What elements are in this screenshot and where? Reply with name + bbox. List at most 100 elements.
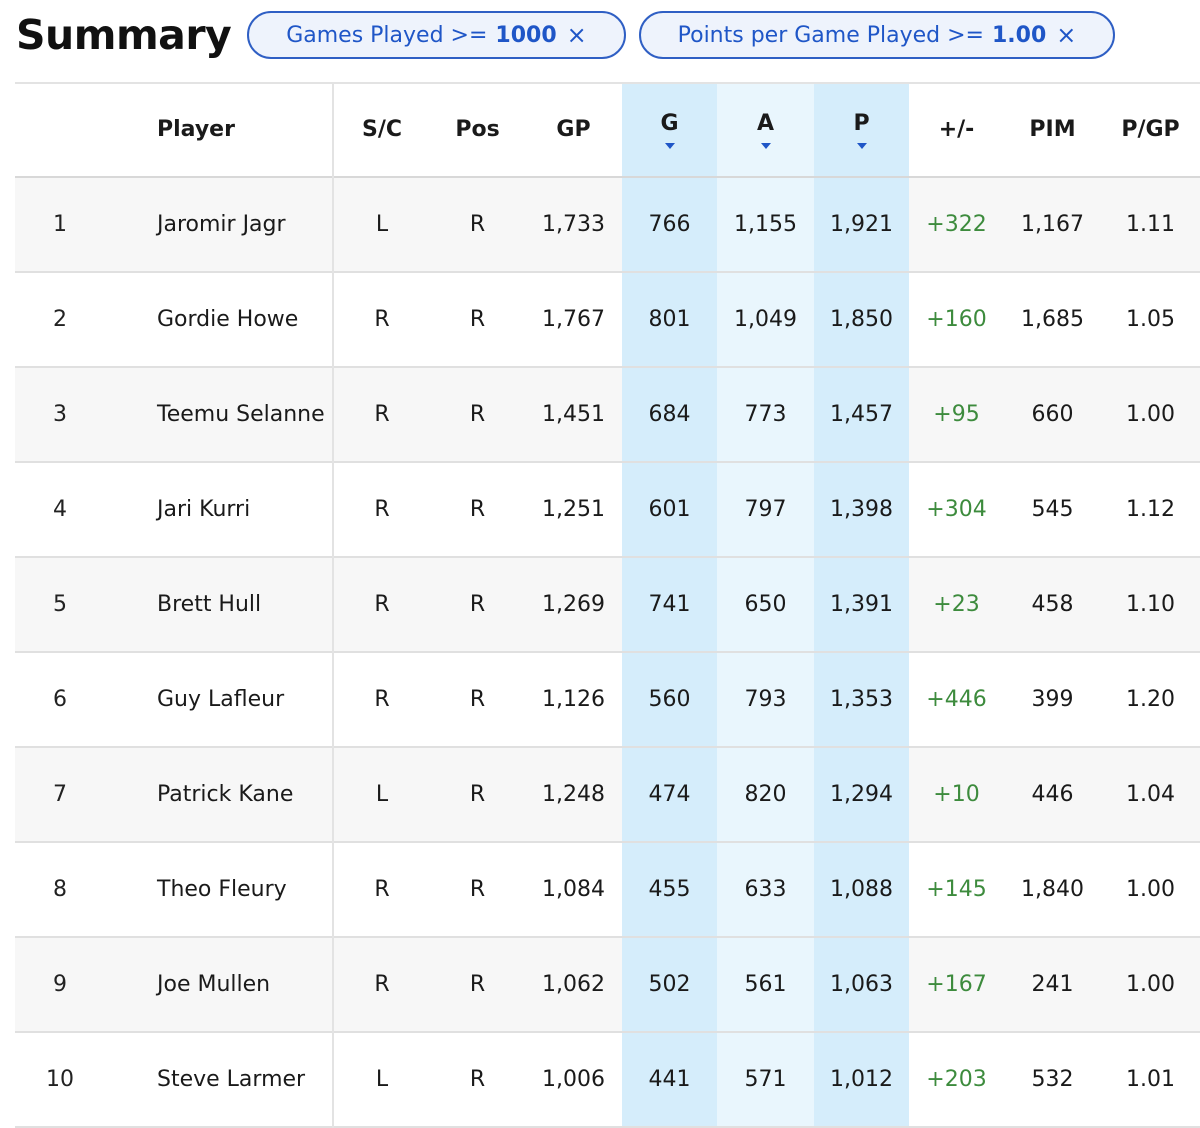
cell-player-name[interactable]: Gordie Howe — [105, 272, 334, 367]
cell-rank: 1 — [15, 177, 105, 272]
filter-chip-points-per-game[interactable]: Points per Game Played >= 1.00 × — [639, 11, 1115, 59]
cell-penalty-minutes: 458 — [1004, 557, 1101, 652]
cell-points-per-game: 1.00 — [1101, 367, 1200, 462]
table-row[interactable]: 1 Jaromir Jagr L R 1,733 766 1,155 1,921 +322 1,1… — [15, 177, 1200, 272]
column-header-player[interactable]: Player — [105, 83, 334, 177]
close-icon[interactable]: × — [1056, 21, 1077, 49]
cell-points: 1,353 — [814, 652, 909, 747]
cell-points: 1,088 — [814, 842, 909, 937]
cell-position: R — [430, 652, 525, 747]
column-header-points[interactable]: P — [814, 83, 909, 177]
cell-points-per-game: 1.11 — [1101, 177, 1200, 272]
filter-chip-games-played[interactable]: Games Played >= 1000 × — [247, 11, 626, 59]
stats-table-container: Player S/C Pos GP G A P +/- PIM P/GP 1 Ja… — [15, 82, 1200, 1128]
column-header-points-per-game[interactable]: P/GP — [1101, 83, 1200, 177]
cell-rank: 7 — [15, 747, 105, 842]
cell-plus-minus: +322 — [909, 177, 1004, 272]
cell-shoots-catches: R — [333, 557, 430, 652]
table-row[interactable]: 9 Joe Mullen R R 1,062 502 561 1,063 +167 241 1.00 — [15, 937, 1200, 1032]
cell-points-per-game: 1.12 — [1101, 462, 1200, 557]
column-header-rank — [15, 83, 105, 177]
cell-points-per-game: 1.10 — [1101, 557, 1200, 652]
cell-player-name[interactable]: Joe Mullen — [105, 937, 334, 1032]
cell-rank: 10 — [15, 1032, 105, 1127]
column-header-position[interactable]: Pos — [430, 83, 525, 177]
column-header-penalty-minutes[interactable]: PIM — [1004, 83, 1101, 177]
cell-points-per-game: 1.00 — [1101, 842, 1200, 937]
table-row[interactable]: 2 Gordie Howe R R 1,767 801 1,049 1,850 +160 1,68… — [15, 272, 1200, 367]
cell-rank: 9 — [15, 937, 105, 1032]
cell-plus-minus: +160 — [909, 272, 1004, 367]
cell-player-name[interactable]: Guy Lafleur — [105, 652, 334, 747]
cell-points: 1,850 — [814, 272, 909, 367]
filter-chip-value: 1.00 — [991, 22, 1047, 48]
close-icon[interactable]: × — [566, 21, 587, 49]
cell-games-played: 1,248 — [525, 747, 622, 842]
cell-goals: 502 — [622, 937, 717, 1032]
cell-penalty-minutes: 532 — [1004, 1032, 1101, 1127]
cell-points-per-game: 1.20 — [1101, 652, 1200, 747]
cell-games-played: 1,084 — [525, 842, 622, 937]
cell-plus-minus: +203 — [909, 1032, 1004, 1127]
cell-player-name[interactable]: Jari Kurri — [105, 462, 334, 557]
page-title: Summary — [16, 11, 232, 59]
cell-assists: 820 — [717, 747, 814, 842]
column-header-goals[interactable]: G — [622, 83, 717, 177]
cell-points: 1,294 — [814, 747, 909, 842]
cell-rank: 6 — [15, 652, 105, 747]
cell-games-played: 1,767 — [525, 272, 622, 367]
cell-games-played: 1,126 — [525, 652, 622, 747]
cell-player-name[interactable]: Brett Hull — [105, 557, 334, 652]
cell-player-name[interactable]: Jaromir Jagr — [105, 177, 334, 272]
cell-player-name[interactable]: Teemu Selanne — [105, 367, 334, 462]
sort-caret-icon — [664, 143, 675, 149]
stats-table: Player S/C Pos GP G A P +/- PIM P/GP 1 Ja… — [15, 82, 1200, 1128]
cell-goals: 684 — [622, 367, 717, 462]
cell-goals: 441 — [622, 1032, 717, 1127]
cell-assists: 1,155 — [717, 177, 814, 272]
table-row[interactable]: 6 Guy Lafleur R R 1,126 560 793 1,353 +446 399 1.2… — [15, 652, 1200, 747]
cell-games-played: 1,062 — [525, 937, 622, 1032]
cell-shoots-catches: R — [333, 937, 430, 1032]
cell-assists: 773 — [717, 367, 814, 462]
table-row[interactable]: 10 Steve Larmer L R 1,006 441 571 1,012 +203 532 1… — [15, 1032, 1200, 1127]
cell-plus-minus: +145 — [909, 842, 1004, 937]
cell-shoots-catches: L — [333, 177, 430, 272]
column-header-games-played[interactable]: GP — [525, 83, 622, 177]
table-row[interactable]: 4 Jari Kurri R R 1,251 601 797 1,398 +304 545 1.12 — [15, 462, 1200, 557]
cell-player-name[interactable]: Steve Larmer — [105, 1032, 334, 1127]
cell-points-per-game: 1.01 — [1101, 1032, 1200, 1127]
cell-points: 1,391 — [814, 557, 909, 652]
table-row[interactable]: 3 Teemu Selanne R R 1,451 684 773 1,457 +95 660 1.… — [15, 367, 1200, 462]
table-body: 1 Jaromir Jagr L R 1,733 766 1,155 1,921 +322 1,1… — [15, 177, 1200, 1127]
cell-player-name[interactable]: Theo Fleury — [105, 842, 334, 937]
sort-caret-icon — [856, 143, 867, 149]
cell-assists: 1,049 — [717, 272, 814, 367]
column-header-assists[interactable]: A — [717, 83, 814, 177]
cell-goals: 474 — [622, 747, 717, 842]
column-header-plus-minus[interactable]: +/- — [909, 83, 1004, 177]
cell-player-name[interactable]: Patrick Kane — [105, 747, 334, 842]
filter-chip-label: Games Played >= — [286, 22, 488, 48]
cell-rank: 3 — [15, 367, 105, 462]
cell-rank: 2 — [15, 272, 105, 367]
cell-points-per-game: 1.04 — [1101, 747, 1200, 842]
cell-plus-minus: +446 — [909, 652, 1004, 747]
cell-goals: 455 — [622, 842, 717, 937]
table-row[interactable]: 5 Brett Hull R R 1,269 741 650 1,391 +23 458 1.10 — [15, 557, 1200, 652]
cell-goals: 766 — [622, 177, 717, 272]
cell-penalty-minutes: 545 — [1004, 462, 1101, 557]
column-header-shoots-catches[interactable]: S/C — [333, 83, 430, 177]
table-row[interactable]: 8 Theo Fleury R R 1,084 455 633 1,088 +145 1,840 1… — [15, 842, 1200, 937]
cell-games-played: 1,733 — [525, 177, 622, 272]
cell-position: R — [430, 937, 525, 1032]
cell-goals: 601 — [622, 462, 717, 557]
table-row[interactable]: 7 Patrick Kane L R 1,248 474 820 1,294 +10 446 1.0… — [15, 747, 1200, 842]
cell-shoots-catches: R — [333, 462, 430, 557]
cell-points: 1,012 — [814, 1032, 909, 1127]
cell-shoots-catches: L — [333, 1032, 430, 1127]
cell-penalty-minutes: 399 — [1004, 652, 1101, 747]
cell-shoots-catches: R — [333, 652, 430, 747]
cell-penalty-minutes: 446 — [1004, 747, 1101, 842]
cell-penalty-minutes: 1,840 — [1004, 842, 1101, 937]
